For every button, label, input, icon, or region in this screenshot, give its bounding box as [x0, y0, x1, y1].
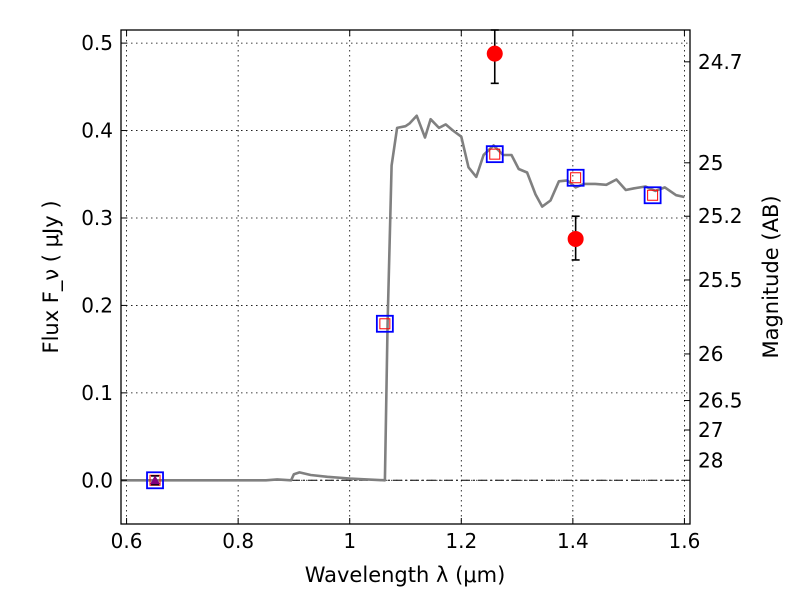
magnitude-axis-label: Magnitude (AB): [759, 195, 783, 358]
magnitude-tick-label: 26.5: [698, 389, 743, 413]
model-flux-square-outer: [566, 168, 585, 187]
magnitude-tick-label: 27: [698, 418, 723, 442]
observed-flux-point: [567, 230, 584, 247]
x-tick-label: 0.8: [222, 529, 254, 553]
y-tick-label: 0.4: [81, 119, 113, 143]
x-axis-ticks: 0.6 0.8 1 1.2 1.4 1.6: [111, 30, 701, 553]
model-flux-square-outer: [375, 314, 394, 333]
observed-flux-point: [486, 45, 503, 62]
magnitude-tick-label: 26: [698, 342, 723, 366]
magnitude-tick-label: 25.5: [698, 268, 743, 292]
x-tick-label: 0.6: [111, 529, 143, 553]
y-tick-label: 0.1: [81, 381, 113, 405]
model-flux-square-inner: [489, 148, 501, 160]
y-tick-label: 0.0: [81, 468, 113, 492]
x-axis-label: Wavelength λ (μm): [305, 563, 506, 587]
model-flux-square: [485, 145, 504, 164]
model-flux-square-outer: [643, 186, 662, 205]
y-tick-label: 0.2: [81, 293, 113, 317]
y-tick-label: 0.3: [81, 206, 113, 230]
y-axis-ticks: 0.0 0.1 0.2 0.3 0.4 0.5: [81, 31, 127, 492]
y-axis-label: Flux F_ν ( μJy ): [39, 200, 64, 353]
model-flux-square-inner: [647, 189, 659, 201]
magnitude-tick-label: 25: [698, 151, 723, 175]
magnitude-tick-label: 28: [698, 448, 723, 472]
y-tick-label: 0.5: [81, 31, 113, 55]
model-flux-square-inner: [379, 318, 391, 330]
magnitude-tick-label: 25.2: [698, 204, 743, 228]
x-tick-label: 1.6: [669, 529, 701, 553]
model-flux-square-outer: [146, 471, 164, 490]
model-flux-square: [643, 186, 662, 205]
magnitude-tick-label: 24.7: [698, 50, 743, 74]
model-flux-square: [566, 168, 585, 187]
sed-model-line: [121, 114, 685, 482]
x-tick-label: 1.4: [557, 529, 589, 553]
plot-frame: [120, 29, 691, 525]
model-flux-square-outer: [485, 145, 504, 164]
grid-lines: [121, 30, 690, 524]
x-tick-label: 1.2: [445, 529, 477, 553]
plot-series: [121, 29, 685, 490]
upper-limit-triangle: [150, 475, 161, 485]
magnitude-axis-ticks: 24.7 25 25.2 25.5 26 26.5 27 28: [684, 50, 743, 472]
model-flux-square-inner: [570, 172, 582, 184]
x-tick-label: 1: [343, 529, 356, 553]
model-flux-square: [375, 314, 394, 333]
